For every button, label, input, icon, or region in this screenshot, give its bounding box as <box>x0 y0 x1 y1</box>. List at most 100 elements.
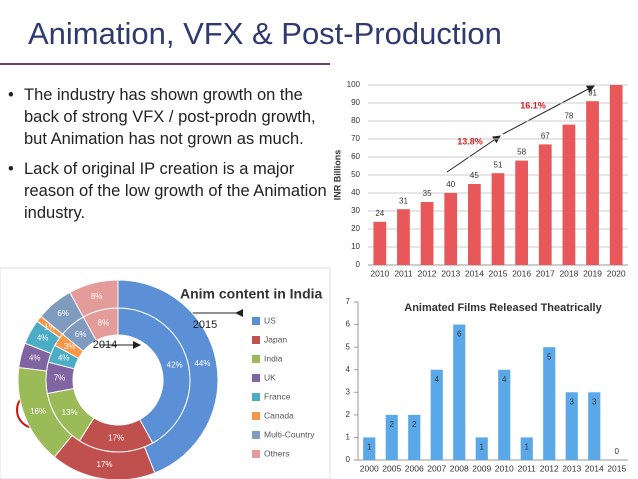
y-tick-label: 0 <box>346 455 351 464</box>
slide-title: Animation, VFX & Post-Production <box>28 16 502 51</box>
y-tick-label: 50 <box>351 170 360 179</box>
series-year-label: 2015 <box>193 319 217 331</box>
y-tick-label: 1 <box>346 433 351 442</box>
series-year-label: 2014 <box>93 339 117 351</box>
data-label: 67 <box>541 132 550 141</box>
bar <box>586 101 599 265</box>
data-label: 3 <box>570 397 575 406</box>
y-tick-label: 5 <box>346 342 351 351</box>
x-tick-label: 2011 <box>518 463 537 473</box>
bar <box>453 324 466 460</box>
donut-slice <box>69 279 119 318</box>
legend-swatch <box>252 336 260 344</box>
bar <box>543 347 556 460</box>
bar <box>562 124 576 265</box>
data-label: 7% <box>54 373 66 382</box>
data-label: 91 <box>588 88 597 97</box>
y-axis-label: INR Billions <box>332 150 342 201</box>
bar <box>565 392 578 460</box>
y-tick-label: 2 <box>346 410 351 419</box>
data-label: 51 <box>494 160 503 169</box>
data-label: 6 <box>457 330 462 339</box>
bullet-list: The industry has shown growth on the bac… <box>8 84 328 232</box>
bar <box>363 437 376 460</box>
legend-label: Multi-Country <box>264 429 315 439</box>
data-label: 4% <box>58 354 70 363</box>
bar <box>467 184 481 265</box>
bar <box>430 369 443 460</box>
legend-label: UK <box>264 372 276 382</box>
data-label: 2 <box>390 420 395 429</box>
data-label: 24 <box>375 209 384 218</box>
data-label: 2 <box>412 420 417 429</box>
data-label: 3 <box>592 397 597 406</box>
x-tick-label: 2013 <box>562 463 581 473</box>
chart-title: Animated Films Released Theatrically <box>404 302 602 314</box>
bar <box>520 437 533 460</box>
bar <box>475 437 488 460</box>
legend-swatch <box>252 412 260 420</box>
x-tick-label: 2012 <box>418 268 437 278</box>
data-label: 58 <box>517 148 526 157</box>
x-tick-label: 2013 <box>441 268 460 278</box>
legend-swatch <box>252 355 260 363</box>
y-tick-label: 0 <box>356 260 361 269</box>
data-label: 17% <box>97 460 113 469</box>
data-label: 35 <box>423 189 432 198</box>
y-tick-label: 4 <box>346 365 351 374</box>
y-tick-label: 40 <box>351 188 360 197</box>
growth-arrow <box>446 135 501 173</box>
data-label: 1 <box>480 443 485 452</box>
y-tick-label: 90 <box>351 98 360 107</box>
x-tick-label: 2015 <box>489 268 508 278</box>
data-label: 4% <box>37 334 49 343</box>
data-label: 8% <box>98 318 110 327</box>
data-label: 5 <box>547 352 552 361</box>
data-label: 16% <box>30 407 46 416</box>
bar <box>385 414 398 460</box>
data-label: 4% <box>29 354 41 363</box>
data-label: 1 <box>525 443 530 452</box>
y-tick-label: 7 <box>346 297 351 306</box>
bar <box>491 173 505 265</box>
x-tick-label: 2014 <box>585 463 604 473</box>
legend-label: France <box>264 391 291 401</box>
data-label: 6% <box>75 330 87 339</box>
data-label: 42% <box>167 361 183 370</box>
legend-label: Canada <box>264 410 294 420</box>
x-tick-label: 2010 <box>370 268 389 278</box>
data-label: 4 <box>502 375 507 384</box>
y-tick-label: 20 <box>351 224 360 233</box>
x-tick-label: 2010 <box>495 463 514 473</box>
bullet: Lack of original IP creation is a major … <box>8 158 328 224</box>
y-tick-label: 10 <box>351 242 360 251</box>
y-tick-label: 3 <box>346 387 351 396</box>
growth-annotation: 13.8% <box>457 136 483 146</box>
legend-label: US <box>264 315 276 325</box>
legend-swatch <box>252 393 260 401</box>
legend-label: India <box>264 353 283 363</box>
bar <box>538 144 552 265</box>
data-label: 1% <box>44 322 56 331</box>
x-tick-label: 2017 <box>536 268 555 278</box>
legend-swatch <box>252 431 260 439</box>
legend-swatch <box>252 450 260 458</box>
bullet: The industry has shown growth on the bac… <box>8 84 328 150</box>
x-tick-label: 2018 <box>559 268 578 278</box>
bar <box>444 193 458 265</box>
bar <box>588 392 601 460</box>
x-tick-label: 2008 <box>450 463 469 473</box>
x-tick-label: 2020 <box>607 268 626 278</box>
y-tick-label: 60 <box>351 152 360 161</box>
data-label: 40 <box>446 180 455 189</box>
growth-annotation: 16.1% <box>520 100 546 110</box>
y-tick-label: 6 <box>346 320 351 329</box>
x-tick-label: 2016 <box>512 268 531 278</box>
bar <box>420 202 434 265</box>
data-label: 0 <box>615 447 620 456</box>
donut-slice <box>117 279 219 474</box>
data-label: 1 <box>367 443 372 452</box>
growth-arrow <box>502 85 595 135</box>
x-tick-label: 2005 <box>382 463 401 473</box>
